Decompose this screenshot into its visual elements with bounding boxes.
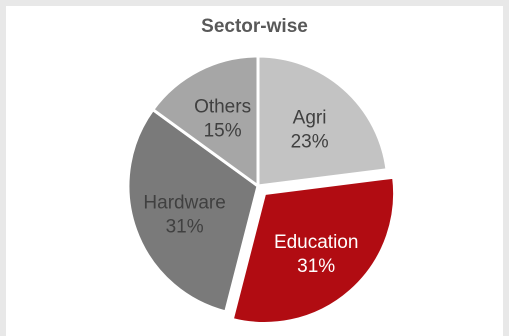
pie-chart: Agri 23% Education 31% Hardware 31% Others 15% bbox=[126, 54, 397, 325]
slice-label-agri: Agri bbox=[293, 107, 327, 128]
slice-value-hardware: 31% bbox=[166, 216, 204, 237]
chart-title: Sector-wise bbox=[201, 16, 308, 37]
slice-value-others: 15% bbox=[204, 121, 242, 142]
slice-value-education: 31% bbox=[297, 256, 335, 277]
pie-slice-others bbox=[151, 54, 260, 188]
slice-label-others: Others bbox=[194, 97, 251, 118]
pie-slice-education bbox=[230, 175, 397, 325]
chart-panel: Sector-wise Agri 23% Education 31% Hardware 3… bbox=[6, 6, 503, 336]
pie-slice-agri bbox=[256, 54, 389, 188]
pie-slice-hardware bbox=[126, 108, 260, 314]
slice-value-agri: 23% bbox=[291, 131, 329, 152]
slice-label-hardware: Hardware bbox=[143, 192, 225, 213]
slice-label-education: Education bbox=[274, 232, 359, 253]
